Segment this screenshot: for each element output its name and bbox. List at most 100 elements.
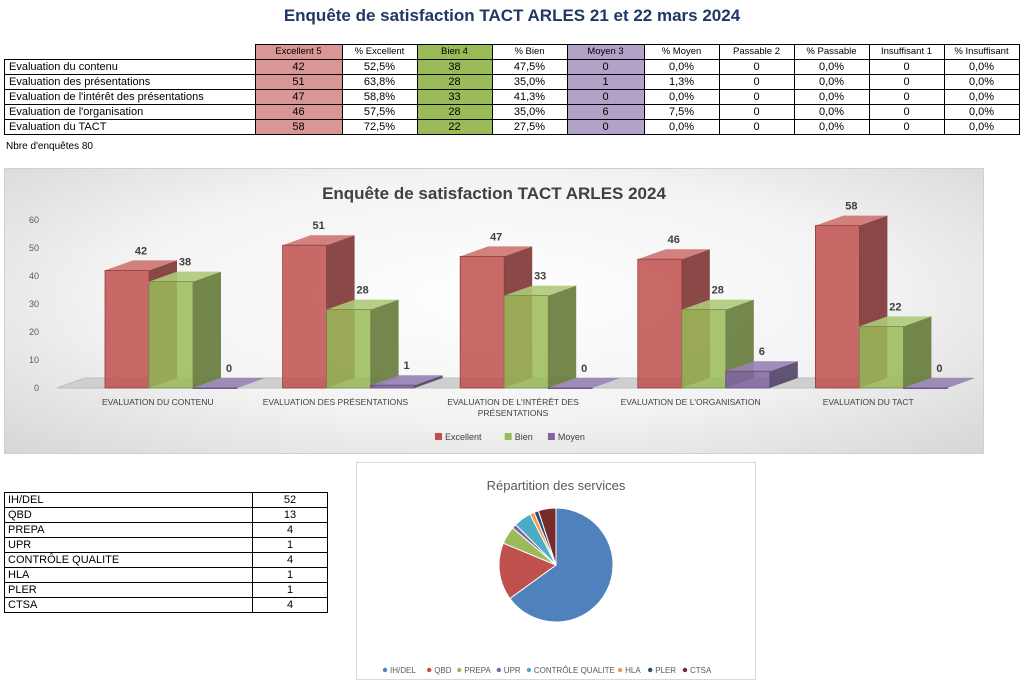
survey-cell: 0	[868, 119, 945, 135]
survey-cell: 28	[416, 74, 493, 90]
category-label-line: PRÉSENTATIONS	[478, 408, 549, 418]
category-label: EVALUATION DE L'INTÉRÊT DES PRÉSENTATIONS	[447, 397, 579, 418]
survey-cell: 63,8%	[341, 74, 418, 90]
bar-top-face	[815, 215, 888, 226]
y-tick-label: 40	[29, 271, 39, 281]
survey-cell: 52,5%	[341, 59, 418, 75]
bar-front-face	[725, 370, 771, 389]
category-label: EVALUATION DU CONTENU	[102, 397, 214, 407]
y-tick-label: 20	[29, 327, 39, 337]
pie-legend-swatch	[648, 667, 653, 673]
service-label: UPR	[4, 537, 253, 553]
survey-cell: 0,0%	[943, 59, 1020, 75]
pie-legend-swatch	[682, 667, 688, 673]
service-label: IH/DEL	[4, 492, 253, 508]
bar-bien	[681, 299, 754, 389]
pie-legend-swatch	[457, 667, 462, 673]
survey-cell: 0,0%	[943, 89, 1020, 105]
bar-bien	[503, 285, 577, 389]
bar-front-face	[148, 281, 194, 389]
survey-cell: 6	[566, 104, 645, 120]
legend-label: Moyen	[558, 432, 585, 442]
legend-swatch	[435, 433, 442, 440]
service-value: 4	[252, 522, 328, 538]
header-pct-insuffisant: % Insuffisant	[943, 44, 1020, 60]
survey-cell: 0,0%	[793, 104, 870, 120]
bar-top-face	[282, 235, 355, 246]
legend-label: Excellent	[445, 432, 482, 442]
bar-chart: Enquête de satisfaction TACT ARLES 2024 0…	[29, 184, 976, 442]
survey-cell: 35,0%	[491, 74, 568, 90]
survey-cell: 38	[416, 59, 493, 75]
service-label: PLER	[4, 582, 253, 598]
survey-cell: 57,5%	[341, 104, 418, 120]
bar-top-face	[903, 378, 976, 388]
survey-row-label: Evaluation du TACT	[4, 119, 256, 135]
services-row: QBD 13	[4, 507, 328, 523]
legend-label: Bien	[515, 432, 533, 442]
header-bien: Bien 4	[416, 44, 493, 60]
header-pct-bien: % Bien	[491, 44, 568, 60]
bar-front-face	[326, 309, 372, 389]
survey-cell: 0,0%	[643, 119, 720, 135]
survey-cell: 33	[416, 89, 493, 105]
survey-cell: 0	[566, 59, 645, 75]
survey-cell: 0	[868, 104, 945, 120]
bar-front-face	[681, 309, 727, 389]
header-insuffisant: Insuffisant 1	[868, 44, 945, 60]
service-value: 4	[252, 597, 328, 613]
category-label: EVALUATION DU TACT	[823, 397, 914, 407]
bar-front-face	[370, 384, 416, 389]
survey-row-label: Evaluation du contenu	[4, 59, 256, 75]
header-passable: Passable 2	[718, 44, 795, 60]
pie-legend-swatch	[496, 667, 501, 673]
survey-count: Nbre d'enquêtes 80	[6, 141, 93, 152]
bar-side-face	[414, 375, 443, 388]
pie-legend-label: PREPA	[464, 666, 491, 675]
service-label: PREPA	[4, 522, 253, 538]
service-value: 1	[252, 537, 328, 553]
survey-cell: 58,8%	[341, 89, 418, 105]
survey-cell: 22	[416, 119, 493, 135]
survey-cell: 0,0%	[643, 89, 720, 105]
pie-chart-title: Répartition des services	[487, 478, 626, 493]
bar-top-face	[326, 299, 399, 310]
header-excellent: Excellent 5	[254, 44, 343, 60]
data-label: 38	[179, 257, 191, 269]
y-tick-label: 30	[29, 299, 39, 309]
services-row: HLA 1	[4, 567, 328, 583]
bar-side-face	[769, 361, 798, 388]
bar-chart-title: Enquête de satisfaction TACT ARLES 2024	[322, 184, 666, 203]
bar-moyen	[903, 378, 976, 389]
pie-slice	[537, 507, 557, 566]
pie-chart-panel: Répartition des services IH/DEL QBD PREPA UP…	[356, 462, 756, 680]
survey-cell: 72,5%	[341, 119, 418, 135]
bar-top-face	[548, 378, 621, 388]
pie-chart: Répartition des services IH/DEL QBD PREPA UP…	[382, 478, 712, 675]
survey-cell: 0,0%	[943, 104, 1020, 120]
bar-top-face	[859, 316, 932, 327]
bar-front-face	[282, 244, 328, 389]
header-pct-passable: % Passable	[793, 44, 870, 60]
service-value: 52	[252, 492, 328, 508]
survey-cell: 0,0%	[793, 74, 870, 90]
bar-front-face	[547, 387, 593, 389]
pie-legend-swatch	[617, 667, 623, 673]
y-tick-label: 50	[29, 243, 39, 253]
survey-cell: 0	[868, 89, 945, 105]
bar-front-face	[503, 295, 549, 389]
bar-side-face	[548, 285, 577, 388]
survey-cell: 1	[566, 74, 645, 90]
data-label: 22	[889, 301, 901, 313]
survey-cell: 42	[254, 59, 343, 75]
legend-swatch	[547, 433, 555, 440]
pie-legend-label: CONTRÔLE QUALITE	[534, 666, 615, 675]
bar-top-face	[725, 361, 798, 372]
bar-top-face	[370, 375, 443, 386]
data-label: 0	[581, 363, 587, 375]
pie-legend-label: PLER	[655, 666, 676, 675]
data-label: 1	[404, 360, 410, 372]
bar-side-face	[370, 299, 399, 388]
survey-cell: 35,0%	[491, 104, 568, 120]
bar-front-face	[104, 270, 150, 389]
